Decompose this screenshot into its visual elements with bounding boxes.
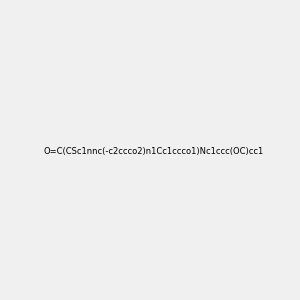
Text: O=C(CSc1nnc(-c2ccco2)n1Cc1ccco1)Nc1ccc(OC)cc1: O=C(CSc1nnc(-c2ccco2)n1Cc1ccco1)Nc1ccc(O… xyxy=(44,147,264,156)
